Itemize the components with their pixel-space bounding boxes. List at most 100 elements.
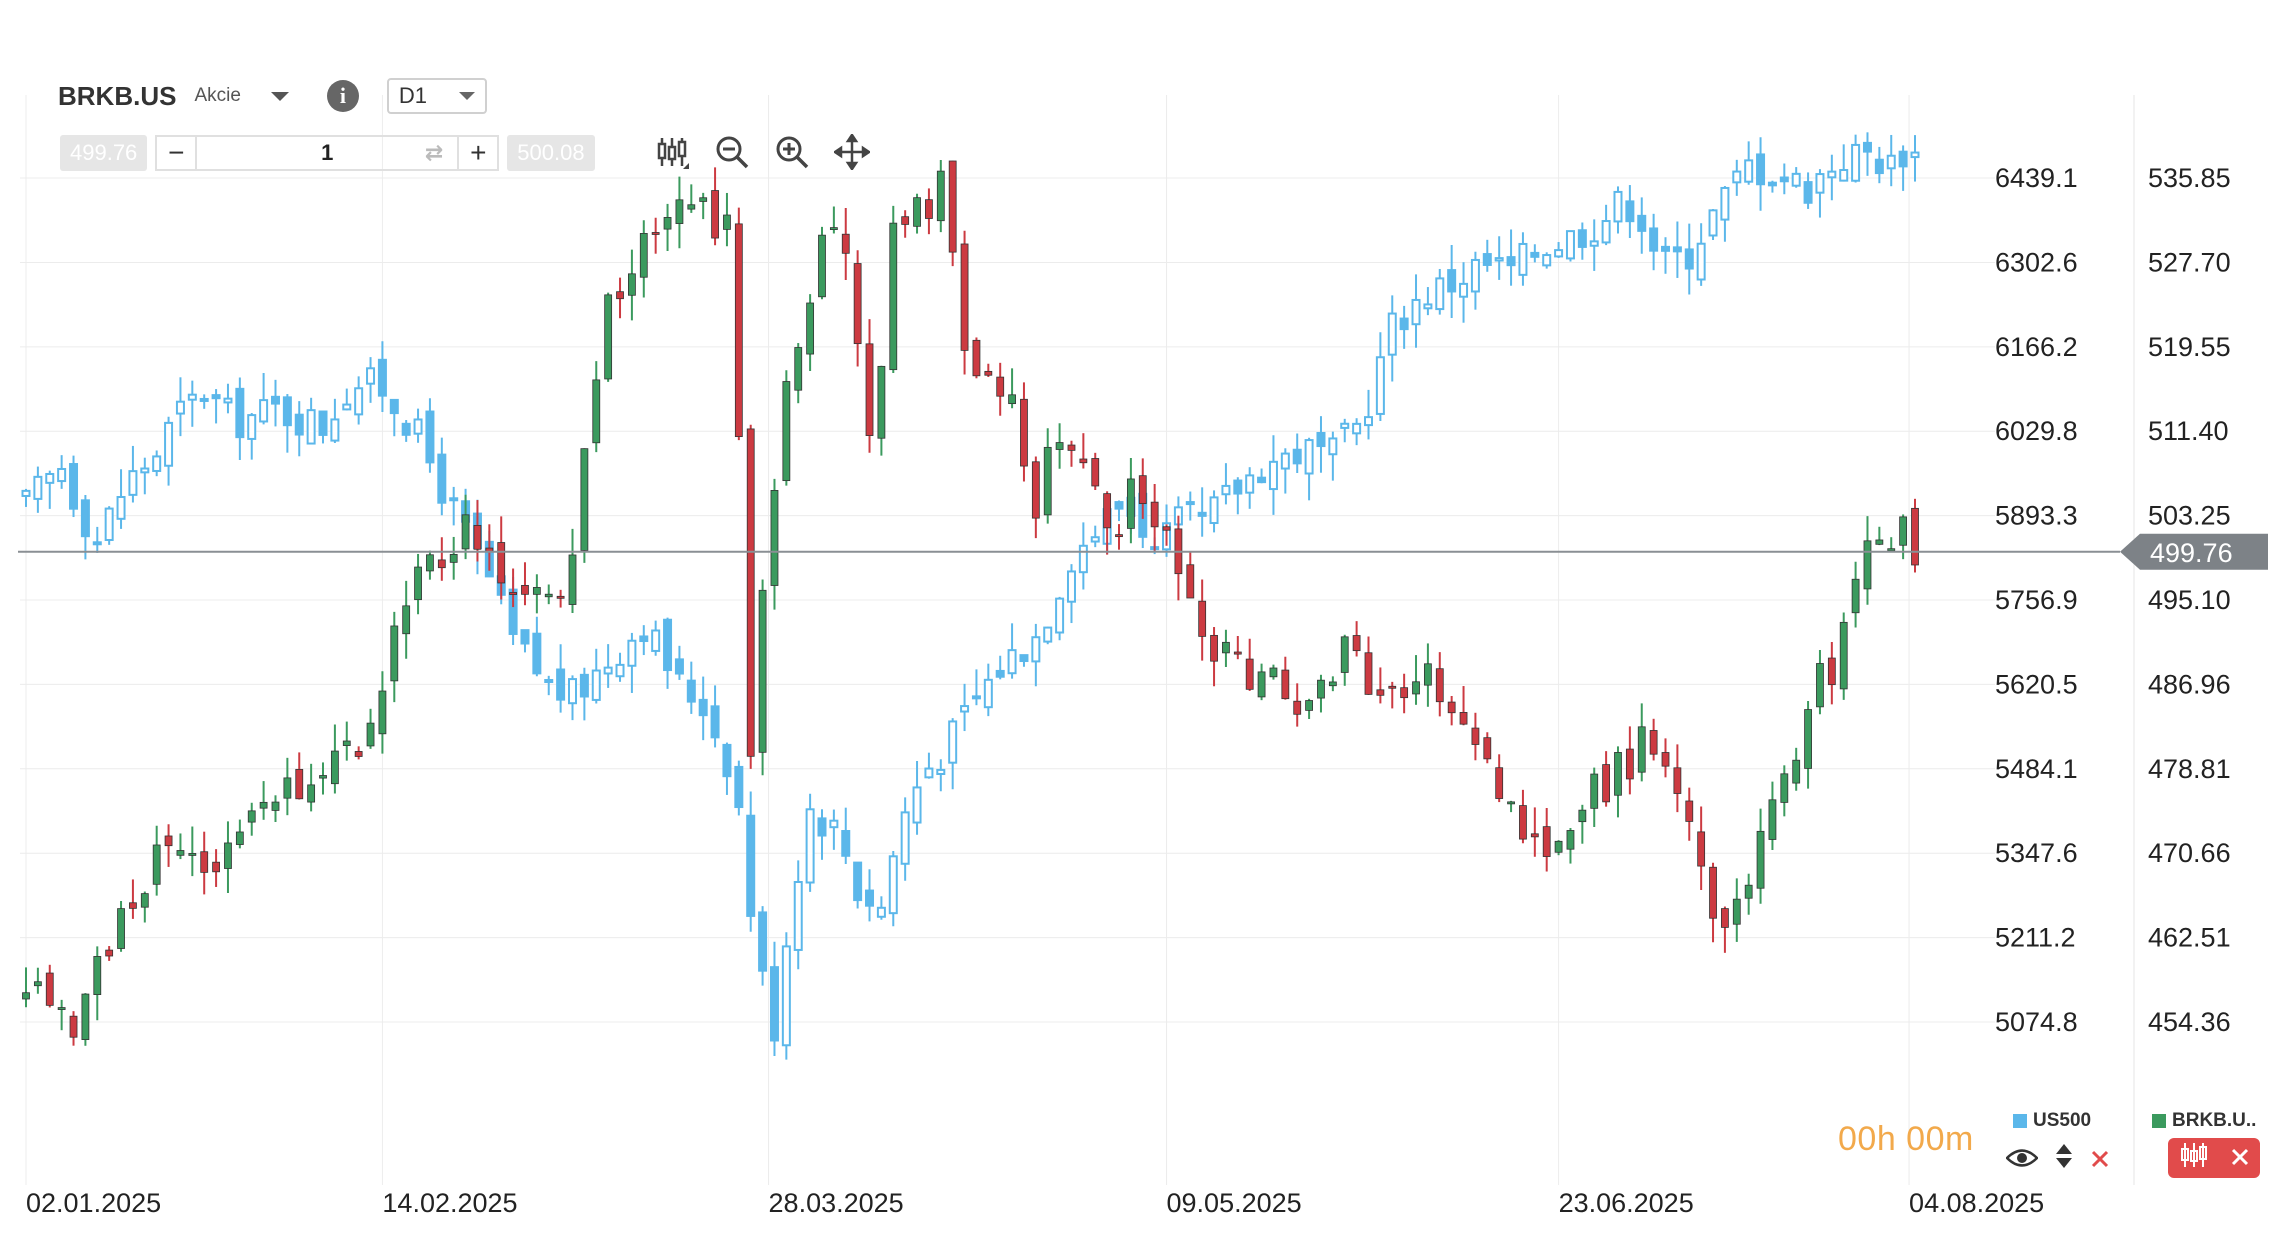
candle-body <box>663 618 673 672</box>
candle-body <box>1031 636 1041 663</box>
candle-body <box>318 410 328 436</box>
candle-body <box>651 629 661 652</box>
brkb-candle <box>1673 744 1682 813</box>
chart-tools <box>652 132 872 172</box>
brkb-candle <box>152 825 161 896</box>
right-tick-label: 511.40 <box>2148 416 2229 446</box>
candle-body <box>1862 141 1872 153</box>
swap-icon[interactable]: ⇄ <box>424 140 444 165</box>
brkb-candle <box>794 343 803 404</box>
candle-body <box>663 217 672 230</box>
increase-volume-button[interactable]: + <box>470 137 487 168</box>
candle-body <box>437 453 447 504</box>
eye-icon[interactable] <box>2005 1144 2039 1176</box>
candle-body <box>723 214 731 230</box>
candle-body <box>841 830 851 857</box>
candle-body <box>402 605 411 635</box>
candle-body <box>1827 170 1837 179</box>
timeframe-select[interactable]: D1 <box>386 78 487 114</box>
symbol-name[interactable]: BRKB.US <box>58 80 177 111</box>
left-tick-label: 6302.6 <box>1995 247 2078 277</box>
candle-body <box>1233 479 1243 495</box>
brkb-candle <box>164 824 173 867</box>
brkb-candle <box>806 294 815 371</box>
us500-candle <box>366 357 376 403</box>
brkb-candle <box>1851 561 1860 628</box>
brkb-candle <box>45 964 54 1008</box>
us500-candle <box>769 941 779 1057</box>
candle-body <box>829 819 839 829</box>
zoom-out-icon[interactable] <box>712 132 752 172</box>
timeframe-value: D1 <box>398 83 428 108</box>
candle-body <box>93 956 102 995</box>
candle-body <box>1019 654 1029 663</box>
candle-body <box>1471 727 1480 745</box>
brkb-candle <box>1649 718 1658 761</box>
close-icon[interactable] <box>2230 1143 2250 1174</box>
candle-body <box>449 553 458 563</box>
move-icon[interactable] <box>832 132 872 172</box>
candles-icon <box>2179 1142 2209 1175</box>
us500-candle <box>1031 623 1041 687</box>
brkb-candle <box>1554 840 1563 856</box>
us500-candle <box>330 398 340 444</box>
us500-candle <box>187 380 197 427</box>
us500-candle <box>912 760 922 835</box>
candle-body <box>235 387 245 439</box>
us500-candle <box>437 437 447 516</box>
candle-body <box>698 698 708 717</box>
us500-candle <box>1886 134 1896 187</box>
volume-stepper[interactable]: − 1 ⇄ + <box>155 135 500 171</box>
legend-brkb[interactable]: BRKB.U.. <box>2152 1110 2256 1132</box>
candle-body <box>1412 681 1420 695</box>
candle-body <box>1103 493 1112 529</box>
candle-body <box>354 387 364 416</box>
symbol-dropdown-icon[interactable] <box>270 91 289 101</box>
left-tick-label: 5484.1 <box>1995 754 2078 784</box>
candle-body <box>1530 833 1539 838</box>
candle-body <box>390 625 399 682</box>
legend-us500[interactable]: US500 <box>2013 1110 2091 1132</box>
candle-body <box>913 197 921 227</box>
us500-candle <box>627 632 637 693</box>
brkb-candle <box>1756 808 1765 904</box>
brkb-candle <box>1233 636 1242 660</box>
candle-body <box>1411 298 1421 326</box>
candle-body <box>1055 597 1065 634</box>
us500-candle <box>1862 132 1872 176</box>
brkb-candle <box>687 184 696 213</box>
candle-body <box>1209 496 1219 525</box>
candle-body <box>1423 663 1432 686</box>
us500-candle <box>449 486 459 526</box>
us500-candle <box>45 470 55 509</box>
us500-candle <box>1423 287 1433 316</box>
candle-body <box>1221 484 1231 496</box>
candle-body <box>259 399 269 423</box>
brkb-candle <box>1400 673 1409 714</box>
buy-price-button[interactable]: 500.08 <box>507 135 595 171</box>
sell-price-button[interactable]: 499.76 <box>60 135 148 171</box>
brkb-candle <box>734 207 743 441</box>
us500-candle <box>1257 468 1267 484</box>
candle-body <box>1732 898 1741 925</box>
brkb-series-badge[interactable] <box>2168 1138 2260 1178</box>
brkb-candle <box>1020 382 1028 482</box>
current-price-label: 499.76 <box>2150 538 2233 568</box>
candle-body <box>200 851 209 873</box>
brkb-candle <box>1863 516 1872 605</box>
candles-icon[interactable] <box>652 132 692 172</box>
reorder-icon[interactable] <box>2054 1142 2074 1177</box>
zoom-in-icon[interactable] <box>772 132 812 172</box>
right-tick-label: 454.36 <box>2148 1007 2231 1037</box>
decrease-volume-button[interactable]: − <box>168 137 185 168</box>
candle-body <box>473 524 482 550</box>
volume-input[interactable]: 1 ⇄ <box>195 137 460 169</box>
us500-candle <box>1601 204 1611 246</box>
brkb-candle <box>663 203 672 251</box>
remove-series-icon[interactable] <box>2090 1144 2110 1176</box>
us500-candle <box>116 469 126 529</box>
candle-body <box>164 421 174 467</box>
brkb-candle <box>1875 526 1884 546</box>
info-icon[interactable]: i <box>326 80 359 112</box>
